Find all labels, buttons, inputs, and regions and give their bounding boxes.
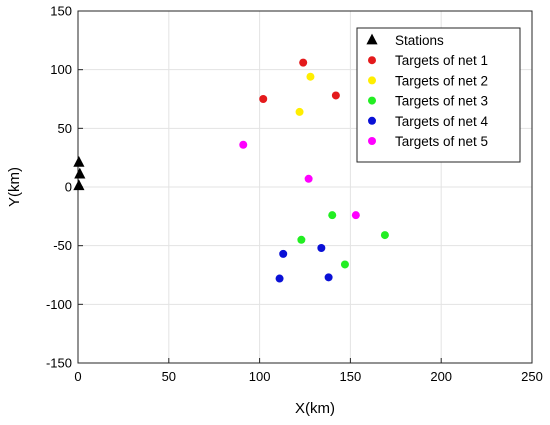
legend-box bbox=[356, 27, 521, 163]
y-tick-label: 0 bbox=[65, 180, 72, 195]
data-points bbox=[73, 58, 389, 283]
target-marker bbox=[239, 140, 248, 149]
legend-marker bbox=[368, 116, 376, 125]
target-marker bbox=[259, 95, 268, 103]
target-marker bbox=[328, 211, 337, 220]
y-tick-label: 100 bbox=[50, 62, 72, 77]
target-marker bbox=[380, 231, 389, 240]
legend-marker bbox=[368, 96, 376, 105]
legend-label: Targets of net 3 bbox=[395, 94, 488, 109]
x-tick-label: 250 bbox=[521, 369, 543, 384]
target-marker bbox=[299, 58, 308, 67]
target-marker bbox=[279, 249, 288, 258]
station-marker bbox=[73, 179, 85, 191]
legend-label: Targets of net 2 bbox=[395, 73, 488, 88]
target-marker bbox=[324, 273, 333, 282]
target-marker bbox=[304, 174, 313, 183]
legend: Stations Targets of net 1 Targets of net 2… bbox=[356, 27, 521, 163]
legend-marker bbox=[368, 56, 376, 65]
x-tick-label: 50 bbox=[162, 369, 176, 384]
target-marker bbox=[297, 235, 306, 244]
y-tick-label: -50 bbox=[53, 238, 72, 253]
target-marker bbox=[275, 274, 284, 283]
legend-label: Targets of net 4 bbox=[395, 114, 489, 129]
target-marker bbox=[340, 260, 349, 269]
target-marker bbox=[306, 72, 315, 81]
tick-labels: 0 50 100 150 200 250 -150 -100 -50 0 50 100 150 bbox=[46, 4, 543, 385]
y-tick-label: 150 bbox=[50, 4, 72, 19]
legend-marker bbox=[368, 137, 376, 145]
y-tick-label: -150 bbox=[46, 356, 72, 371]
target-marker bbox=[317, 244, 326, 253]
station-marker bbox=[74, 167, 86, 179]
legend-label: Stations bbox=[395, 33, 444, 48]
x-tick-label: 200 bbox=[430, 369, 452, 384]
y-tick-label: 50 bbox=[58, 121, 72, 136]
legend-marker bbox=[366, 33, 378, 45]
x-axis-label: X(km) bbox=[295, 400, 335, 417]
target-marker bbox=[331, 91, 340, 100]
y-tick-label: -100 bbox=[46, 297, 72, 312]
target-marker bbox=[351, 211, 360, 220]
x-tick-label: 150 bbox=[340, 369, 362, 384]
x-tick-label: 0 bbox=[74, 369, 81, 384]
station-marker bbox=[73, 155, 85, 167]
legend-label: Targets of net 5 bbox=[395, 134, 488, 149]
target-marker bbox=[295, 107, 304, 116]
legend-label: Targets of net 1 bbox=[395, 53, 488, 68]
y-axis-label: Y(km) bbox=[6, 167, 23, 207]
legend-marker bbox=[368, 76, 376, 85]
x-tick-label: 100 bbox=[249, 369, 271, 384]
